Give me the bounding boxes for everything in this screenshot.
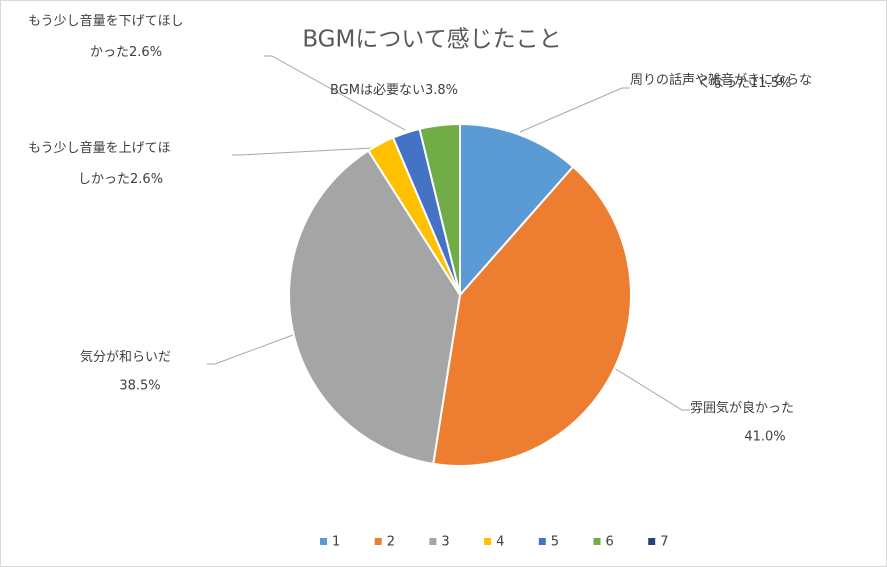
leader-line	[232, 147, 374, 156]
legend-swatch	[320, 538, 327, 545]
value-label: 38.5%	[119, 379, 160, 394]
data-label: 気分が和らいだ	[80, 349, 171, 365]
label-text: 周りの話声や雑音がきにならな	[630, 72, 812, 88]
value-label: 2.6%	[129, 45, 162, 60]
value-label: 41.0%	[744, 430, 785, 445]
value-label: 11.5%	[750, 76, 791, 91]
legend-label: 4	[496, 535, 504, 550]
leader-line	[519, 87, 630, 133]
legend-swatch	[538, 538, 546, 545]
legend-swatch	[429, 538, 437, 545]
value-label: 3.8%	[425, 83, 458, 98]
data-label: 周りの話声や雑音がきにならな	[630, 72, 812, 88]
legend-swatch	[374, 538, 382, 545]
label-text: もう少し音量を上げてほ	[28, 140, 171, 156]
data-label: しかった2.6%	[78, 172, 163, 187]
data-label: くなった11.5%	[698, 76, 791, 91]
data-label: かった2.6%	[90, 45, 162, 60]
pie-slice	[432, 165, 632, 467]
legend-label: 6	[606, 535, 614, 550]
data-label: もう少し音量を上げてほ	[28, 140, 171, 156]
legend-swatch	[593, 538, 601, 545]
chart-title: BGMについて感じたこと	[302, 27, 561, 53]
legend-swatch	[648, 538, 656, 545]
leader-line	[264, 55, 406, 131]
data-label: BGMは必要ない3.8%	[330, 83, 458, 98]
data-label: 雰囲気が良かった	[690, 400, 794, 416]
label-text: もう少し音量を下げてほし	[28, 13, 184, 29]
label-text: かった	[90, 45, 129, 60]
value-label: 2.6%	[130, 172, 163, 187]
legend-label: 2	[387, 535, 395, 550]
leader-line	[207, 334, 294, 365]
label-text: くなった	[698, 76, 750, 91]
label-text: しかった	[78, 172, 130, 187]
legend-label: 7	[660, 535, 668, 550]
pie-slice	[459, 122, 575, 298]
legend-swatch	[484, 538, 492, 545]
legend-label: 3	[441, 535, 449, 550]
data-label: もう少し音量を下げてほし	[28, 13, 184, 29]
label-text: BGMは必要ない	[330, 83, 425, 98]
pie-slice	[418, 122, 461, 296]
legend-label: 1	[332, 535, 340, 550]
legend-label: 5	[551, 535, 559, 550]
label-text: 気分が和らいだ	[80, 349, 171, 365]
leader-line	[613, 367, 690, 411]
label-text: 雰囲気が良かった	[690, 400, 794, 416]
